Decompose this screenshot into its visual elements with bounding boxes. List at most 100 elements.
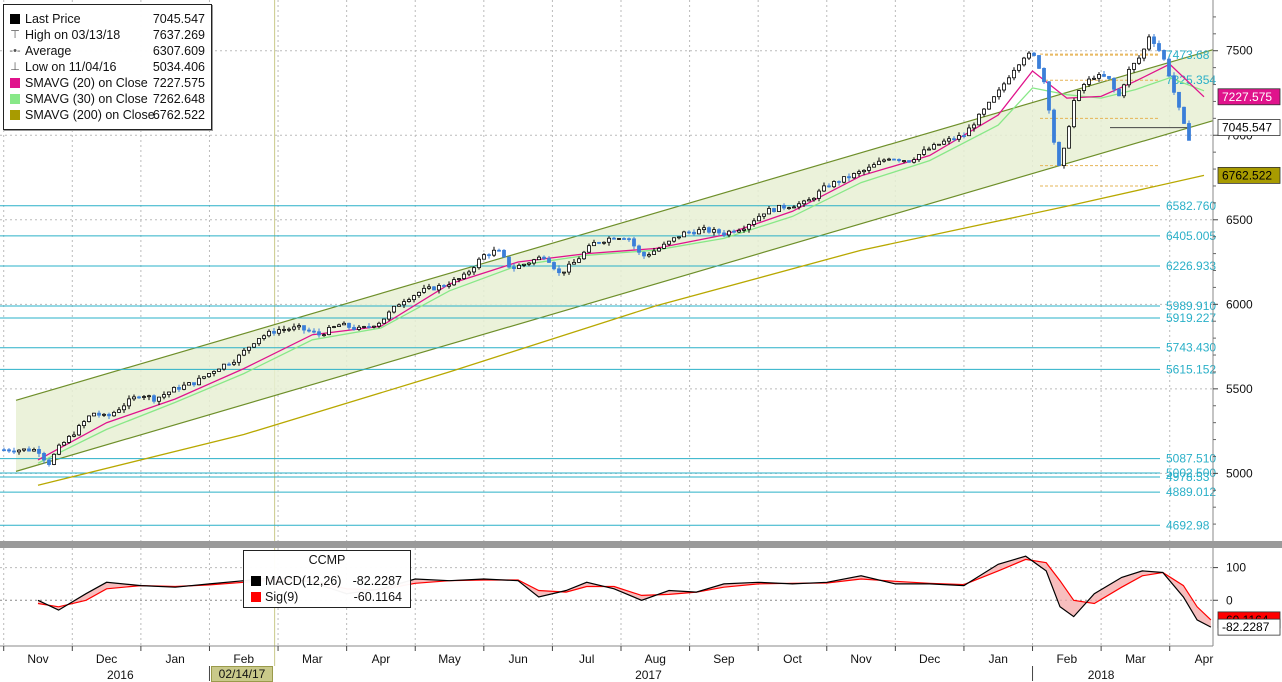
candle-body[interactable] xyxy=(82,421,86,427)
candle-body[interactable] xyxy=(1167,58,1171,77)
candle-body[interactable] xyxy=(557,268,561,274)
candle-body[interactable] xyxy=(297,325,301,328)
candle-body[interactable] xyxy=(62,442,66,446)
candle-body[interactable] xyxy=(52,453,56,465)
candle-body[interactable] xyxy=(242,349,246,356)
candle-body[interactable] xyxy=(967,127,971,137)
candle-body[interactable] xyxy=(187,382,191,386)
price-legend[interactable]: Last Price 7045.547 ⊤ High on 03/13/18 7… xyxy=(3,4,212,130)
candle-body[interactable] xyxy=(1107,75,1111,79)
candle-body[interactable] xyxy=(942,140,946,145)
candle-body[interactable] xyxy=(577,258,581,263)
candle-body[interactable] xyxy=(507,256,511,268)
candle-body[interactable] xyxy=(537,256,541,261)
candle-body[interactable] xyxy=(42,452,46,461)
candle-body[interactable] xyxy=(622,238,626,240)
candle-body[interactable] xyxy=(912,159,916,163)
candle-body[interactable] xyxy=(312,330,316,333)
candle-body[interactable] xyxy=(1062,147,1066,166)
candle-body[interactable] xyxy=(327,327,331,336)
candle-body[interactable] xyxy=(472,267,476,273)
candle-body[interactable] xyxy=(222,363,226,370)
candle-body[interactable] xyxy=(907,160,911,163)
candle-body[interactable] xyxy=(287,328,291,331)
candle-body[interactable] xyxy=(997,89,1001,98)
candle-body[interactable] xyxy=(607,237,611,243)
candle-body[interactable] xyxy=(417,291,421,296)
candle-body[interactable] xyxy=(707,227,711,233)
candle-body[interactable] xyxy=(782,204,786,209)
candle-body[interactable] xyxy=(137,396,141,399)
candle-body[interactable] xyxy=(772,208,776,212)
candle-body[interactable] xyxy=(362,326,366,328)
candle-body[interactable] xyxy=(532,259,536,264)
candle-body[interactable] xyxy=(582,251,586,260)
candle-body[interactable] xyxy=(387,311,391,320)
candle-body[interactable] xyxy=(982,108,986,115)
candle-body[interactable] xyxy=(252,343,256,348)
candle-body[interactable] xyxy=(1087,78,1091,85)
candle-body[interactable] xyxy=(407,299,411,302)
candle-body[interactable] xyxy=(467,271,471,275)
candle-body[interactable] xyxy=(107,413,111,417)
candle-body[interactable] xyxy=(132,396,136,400)
candle-body[interactable] xyxy=(332,326,336,328)
candle-body[interactable] xyxy=(877,160,881,166)
candle-body[interactable] xyxy=(347,322,351,328)
panel-splitter[interactable] xyxy=(0,541,1282,548)
candle-body[interactable] xyxy=(357,326,361,330)
candle-body[interactable] xyxy=(182,384,186,390)
candle-body[interactable] xyxy=(872,164,876,168)
candle-body[interactable] xyxy=(152,395,156,402)
candle-body[interactable] xyxy=(897,159,901,162)
candle-body[interactable] xyxy=(762,213,766,217)
candle-body[interactable] xyxy=(677,236,681,239)
candle-body[interactable] xyxy=(247,346,251,351)
candle-body[interactable] xyxy=(812,197,816,201)
candle-body[interactable] xyxy=(732,230,736,233)
candle-body[interactable] xyxy=(1117,88,1121,97)
candle-body[interactable] xyxy=(1162,49,1166,60)
candle-body[interactable] xyxy=(452,279,456,286)
candle-body[interactable] xyxy=(1177,91,1181,108)
candle-body[interactable] xyxy=(887,158,891,161)
candle-body[interactable] xyxy=(717,229,721,234)
candle-body[interactable] xyxy=(487,254,491,257)
candle-body[interactable] xyxy=(497,249,501,252)
candle-body[interactable] xyxy=(1077,90,1081,101)
candle-body[interactable] xyxy=(102,413,106,416)
candle-body[interactable] xyxy=(1022,57,1026,66)
candle-body[interactable] xyxy=(837,181,841,183)
candle-body[interactable] xyxy=(1047,81,1051,111)
candle-body[interactable] xyxy=(1067,126,1071,149)
candle-body[interactable] xyxy=(1112,78,1116,90)
candlesticks[interactable] xyxy=(2,34,1191,467)
candle-body[interactable] xyxy=(282,328,286,331)
candle-body[interactable] xyxy=(682,231,686,238)
candle-body[interactable] xyxy=(597,241,601,244)
candle-body[interactable] xyxy=(662,243,666,249)
candle-body[interactable] xyxy=(1092,77,1096,80)
candle-body[interactable] xyxy=(262,335,266,339)
candle-body[interactable] xyxy=(162,394,166,398)
candle-body[interactable] xyxy=(427,286,431,289)
candle-body[interactable] xyxy=(57,444,61,455)
price-panel[interactable]: 7473.68 7325.354 6582.760 6405.005 6226.933 5… xyxy=(0,34,1216,532)
candle-body[interactable] xyxy=(397,304,401,307)
candle-body[interactable] xyxy=(617,238,621,240)
candle-body[interactable] xyxy=(832,181,836,188)
candle-body[interactable] xyxy=(797,203,801,208)
candle-body[interactable] xyxy=(567,263,571,273)
candle-body[interactable] xyxy=(947,138,951,142)
candle-body[interactable] xyxy=(377,322,381,327)
candle-body[interactable] xyxy=(517,264,521,269)
candle-body[interactable] xyxy=(1072,100,1076,128)
candle-body[interactable] xyxy=(317,331,321,336)
candle-body[interactable] xyxy=(787,207,791,210)
candle-body[interactable] xyxy=(512,266,516,269)
candle-body[interactable] xyxy=(572,261,576,265)
candle-body[interactable] xyxy=(477,258,481,269)
candle-body[interactable] xyxy=(1127,68,1131,86)
candle-body[interactable] xyxy=(957,135,961,140)
